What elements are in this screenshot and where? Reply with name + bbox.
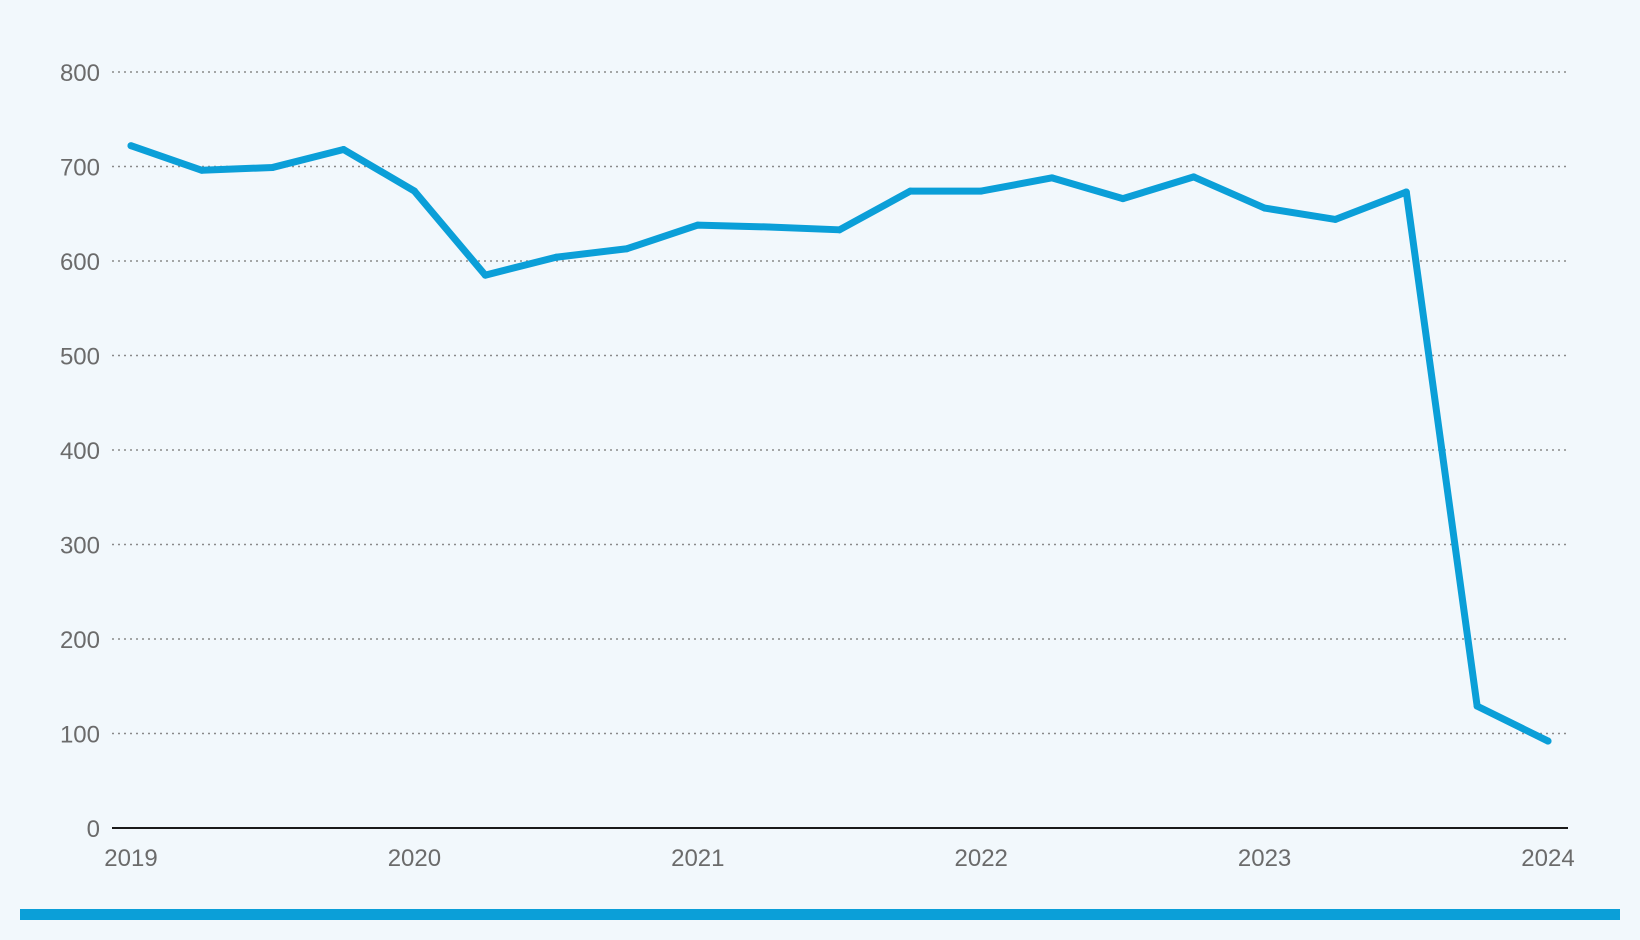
- x-tick-label: 2022: [955, 845, 1008, 872]
- data-point: [765, 223, 773, 231]
- gridlines: [112, 71, 1568, 735]
- y-tick-label: 600: [60, 249, 100, 276]
- y-tick-label: 100: [60, 722, 100, 749]
- data-point: [1331, 215, 1339, 223]
- data-point: [269, 163, 277, 171]
- data-point: [552, 253, 560, 261]
- x-tick-label: 2019: [104, 845, 157, 872]
- data-point: [1544, 737, 1552, 745]
- data-point: [1473, 702, 1481, 710]
- x-axis-tick-labels: 2019 2020 2021 2022 2023 2024: [104, 845, 1574, 872]
- data-point: [127, 142, 135, 150]
- data-point: [1190, 173, 1198, 181]
- data-point: [1261, 204, 1269, 212]
- data-point: [410, 187, 418, 195]
- data-point: [977, 187, 985, 195]
- data-point: [1402, 188, 1410, 196]
- series-layer: [127, 142, 1552, 745]
- x-tick-label: 2024: [1521, 845, 1574, 872]
- footer-accent-bar: [20, 909, 1620, 920]
- y-tick-label: 800: [60, 60, 100, 87]
- data-point: [1048, 174, 1056, 182]
- y-tick-label: 200: [60, 627, 100, 654]
- x-tick-label: 2020: [388, 845, 441, 872]
- y-tick-label: 500: [60, 344, 100, 371]
- data-point: [198, 166, 206, 174]
- x-tick-label: 2021: [671, 845, 724, 872]
- x-tick-label: 2023: [1238, 845, 1291, 872]
- data-point: [623, 245, 631, 253]
- y-tick-label: 0: [87, 816, 100, 843]
- data-point: [481, 271, 489, 279]
- data-point: [1119, 195, 1127, 203]
- data-point: [694, 221, 702, 229]
- data-point: [906, 187, 914, 195]
- y-tick-label: 400: [60, 438, 100, 465]
- y-tick-label: 700: [60, 155, 100, 182]
- data-point: [340, 145, 348, 153]
- y-tick-label: 300: [60, 533, 100, 560]
- data-point: [836, 226, 843, 234]
- y-axis-tick-labels: 0 100 200 300 400 500 600 700 800: [60, 60, 100, 843]
